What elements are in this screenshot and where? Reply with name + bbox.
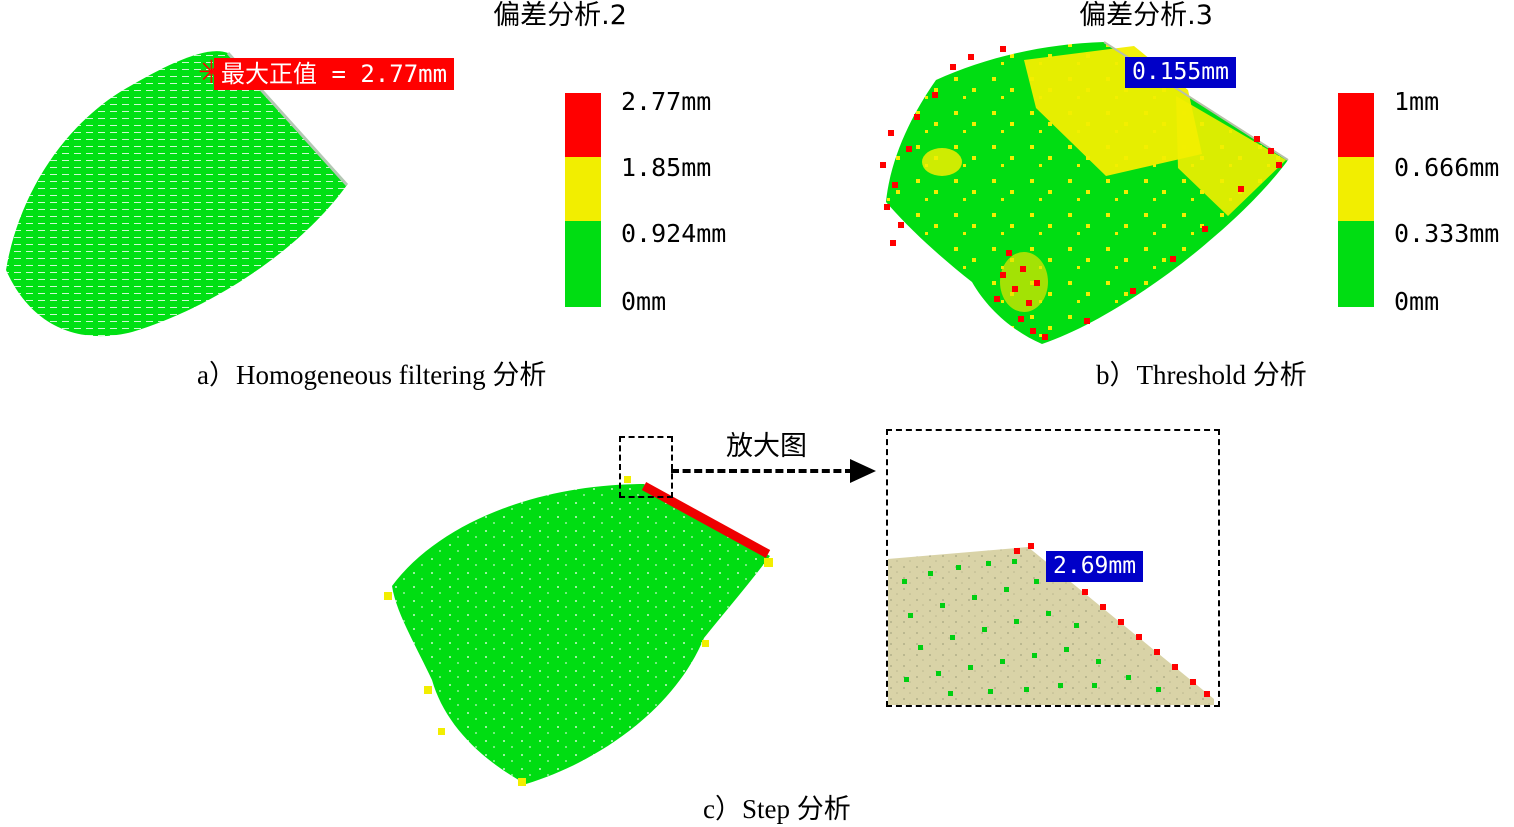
zoom-arrow-head-icon bbox=[850, 459, 876, 483]
surface-b-red-speckles bbox=[880, 46, 1282, 340]
legend-label: 0.924mm bbox=[621, 219, 727, 248]
surface-b-yellow-patch bbox=[922, 148, 962, 176]
surface-a-mesh bbox=[6, 51, 347, 337]
color-scale-bar-b bbox=[1338, 93, 1374, 307]
legend-label: 0.333mm bbox=[1394, 219, 1500, 248]
surface-c-base bbox=[392, 484, 770, 784]
legend-label: 1mm bbox=[1394, 87, 1440, 116]
caption-panel-a: a）Homogeneous filtering 分析 bbox=[197, 360, 547, 390]
max-value-annotation-a: 最大正值 = 2.77mm bbox=[214, 58, 455, 90]
point-annotation-c: 2.69mm bbox=[1046, 551, 1144, 582]
caption-panel-b: b）Threshold 分析 bbox=[1096, 360, 1307, 390]
legend-yellow-segment bbox=[1338, 157, 1374, 221]
caption-panel-c: c）Step 分析 bbox=[703, 794, 851, 824]
panel-b-surface bbox=[880, 41, 1289, 344]
zoom-source-box bbox=[619, 436, 673, 498]
legend-label: 2.77mm bbox=[621, 87, 712, 116]
legend-red-segment bbox=[1338, 93, 1374, 157]
color-scale-legend-a: 2.77mm 1.85mm 0.924mm 0mm bbox=[565, 89, 785, 314]
legend-label: 0mm bbox=[1394, 287, 1440, 316]
point-annotation-b: 0.155mm bbox=[1125, 57, 1236, 88]
zoom-green-points bbox=[902, 559, 1161, 696]
surface-b-yellow-patch bbox=[1176, 96, 1286, 216]
color-scale-legend-b: 1mm 0.666mm 0.333mm 0mm bbox=[1338, 89, 1514, 314]
surface-c-yellow-speckles bbox=[384, 476, 773, 786]
legend-green-segment bbox=[565, 221, 601, 307]
legend-green-segment bbox=[1338, 221, 1374, 307]
color-scale-bar-a bbox=[565, 93, 601, 307]
panel-a-title: 偏差分析.2 bbox=[493, 0, 627, 31]
legend-label: 0.666mm bbox=[1394, 153, 1500, 182]
surface-b-yellow-patch bbox=[1000, 252, 1048, 312]
legend-label: 0mm bbox=[621, 287, 667, 316]
panel-c-surface bbox=[384, 476, 773, 786]
zoom-arrow-line bbox=[671, 469, 853, 473]
legend-label: 1.85mm bbox=[621, 153, 712, 182]
legend-red-segment bbox=[565, 93, 601, 157]
panel-b-title: 偏差分析.3 bbox=[1079, 0, 1213, 31]
legend-yellow-segment bbox=[565, 157, 601, 221]
zoom-callout-label: 放大图 bbox=[726, 431, 807, 462]
zoom-detail-surface bbox=[888, 543, 1214, 705]
